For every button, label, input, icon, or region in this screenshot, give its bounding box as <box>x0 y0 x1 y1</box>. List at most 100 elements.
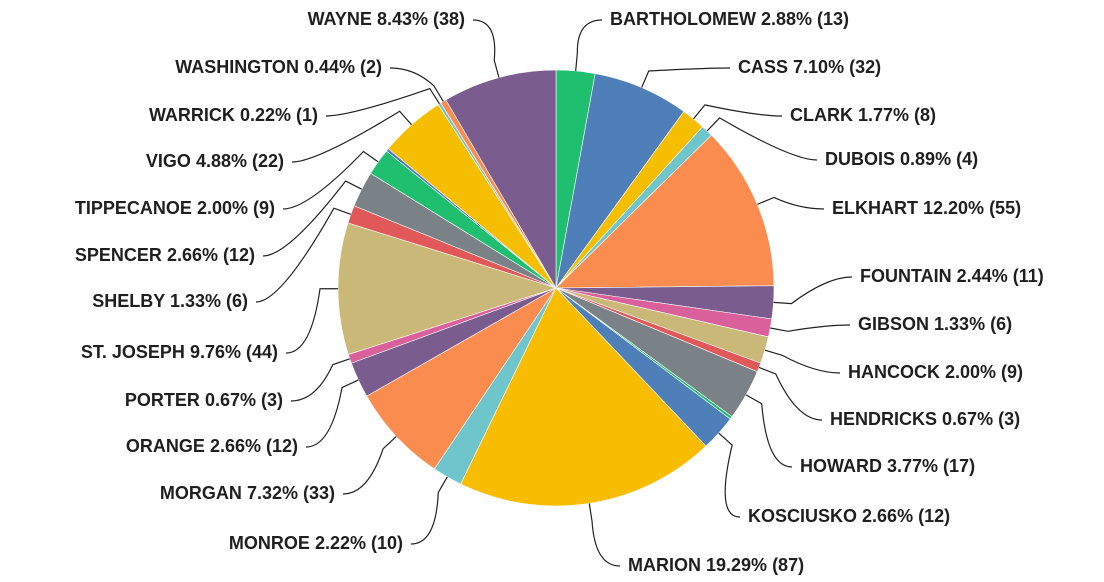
slice-value: 2.88% (13) <box>761 9 849 29</box>
slice-label: WAYNE 8.43% (38) <box>308 9 465 29</box>
slice-value: 7.10% (32) <box>793 57 881 77</box>
slice-name: MARION <box>628 555 701 575</box>
slice-label: HANCOCK 2.00% (9) <box>848 362 1023 382</box>
slice-label: MORGAN 7.32% (33) <box>160 483 335 503</box>
slice-value: 2.66% (12) <box>862 506 950 526</box>
slice-value: 1.77% (8) <box>858 105 936 125</box>
leader-line <box>641 67 731 88</box>
slice-name: CLARK <box>790 105 853 125</box>
leader-line <box>588 503 621 567</box>
leader-line <box>764 349 841 374</box>
slice-value: 1.33% (6) <box>934 314 1012 334</box>
leader-line <box>282 150 379 210</box>
slice-value: 3.77% (17) <box>887 456 975 476</box>
leader-line <box>770 324 851 332</box>
leader-line <box>262 180 362 257</box>
leader-line <box>745 394 793 468</box>
slice-name: WARRICK <box>149 105 235 125</box>
slice-value: 4.88% (22) <box>196 151 284 171</box>
slice-label: MONROE 2.22% (10) <box>229 533 403 553</box>
slice-name: KOSCIUSKO <box>748 506 857 526</box>
slice-label: CLARK 1.77% (8) <box>790 105 936 125</box>
slice-value: 0.67% (3) <box>205 390 283 410</box>
slice-value: 2.66% (12) <box>167 245 255 265</box>
leader-line <box>389 67 444 102</box>
slice-value: 2.66% (12) <box>210 436 298 456</box>
slice-value: 12.20% (55) <box>923 198 1021 218</box>
leader-line <box>410 476 448 545</box>
slice-name: ELKHART <box>832 198 918 218</box>
slice-name: CASS <box>738 57 788 77</box>
slice-label: ST. JOSEPH 9.76% (44) <box>81 342 278 362</box>
slice-name: HANCOCK <box>848 362 940 382</box>
leader-line <box>255 207 352 303</box>
leader-line <box>757 196 825 210</box>
leader-line <box>773 276 853 305</box>
leader-line <box>285 288 339 354</box>
slice-name: MORGAN <box>160 483 242 503</box>
slice-value: 1.33% (6) <box>170 291 248 311</box>
slice-value: 9.76% (44) <box>190 342 278 362</box>
leader-line <box>325 87 440 117</box>
pie-slice <box>460 287 707 507</box>
slice-value: 2.00% (9) <box>197 198 275 218</box>
slice-name: HENDRICKS <box>830 409 937 429</box>
slice-label: WARRICK 0.22% (1) <box>149 105 318 125</box>
slice-label: TIPPECANOE 2.00% (9) <box>75 198 275 218</box>
slice-value: 0.67% (3) <box>942 409 1020 429</box>
leader-line <box>342 435 397 495</box>
slice-name: FOUNTAIN <box>860 266 952 286</box>
slice-name: DUBOIS <box>825 149 895 169</box>
slice-value: 2.44% (11) <box>957 266 1044 286</box>
slice-name: HOWARD <box>800 456 882 476</box>
leader-line <box>472 19 500 78</box>
slice-label: FOUNTAIN 2.44% (11) <box>860 266 1044 286</box>
pie-slice <box>366 287 557 470</box>
slice-name: WASHINGTON <box>175 57 299 77</box>
slice-value: 2.22% (10) <box>315 533 403 553</box>
leader-line <box>706 117 818 161</box>
slices <box>337 69 775 507</box>
leader-line <box>290 358 351 402</box>
slice-label: ORANGE 2.66% (12) <box>126 436 298 456</box>
slice-name: VIGO <box>146 151 191 171</box>
slice-label: BARTHOLOMEW 2.88% (13) <box>610 9 849 29</box>
slice-label: DUBOIS 0.89% (4) <box>825 149 978 169</box>
slice-label: ELKHART 12.20% (55) <box>832 198 1021 218</box>
slice-value: 7.32% (33) <box>247 483 335 503</box>
slice-label: KOSCIUSKO 2.66% (12) <box>748 506 950 526</box>
slice-label: MARION 19.29% (87) <box>628 555 804 575</box>
slice-value: 8.43% (38) <box>377 9 465 29</box>
slice-name: MONROE <box>229 533 310 553</box>
pie-slice <box>337 222 557 355</box>
slice-value: 0.44% (2) <box>304 57 382 77</box>
slice-name: ST. JOSEPH <box>81 342 185 362</box>
slice-value: 19.29% (87) <box>706 555 804 575</box>
slice-name: ORANGE <box>126 436 205 456</box>
leader-line <box>693 104 783 120</box>
slice-name: SHELBY <box>92 291 165 311</box>
leader-line <box>758 366 823 421</box>
slice-name: WAYNE <box>308 9 372 29</box>
slice-label: HOWARD 3.77% (17) <box>800 456 975 476</box>
leader-line <box>291 110 413 163</box>
slice-name: SPENCER <box>75 245 162 265</box>
slice-name: BARTHOLOMEW <box>610 9 756 29</box>
leader-line <box>305 379 359 448</box>
slice-label: CASS 7.10% (32) <box>738 57 881 77</box>
leader-line <box>575 19 603 71</box>
slice-name: GIBSON <box>858 314 929 334</box>
slice-label: PORTER 0.67% (3) <box>125 390 283 410</box>
slice-label: SPENCER 2.66% (12) <box>75 245 255 265</box>
slice-label: VIGO 4.88% (22) <box>146 151 284 171</box>
pie-slice <box>555 134 775 289</box>
slice-value: 0.89% (4) <box>900 149 978 169</box>
leader-line <box>718 432 741 518</box>
slice-label: HENDRICKS 0.67% (3) <box>830 409 1020 429</box>
slice-name: PORTER <box>125 390 200 410</box>
slice-value: 0.22% (1) <box>240 105 318 125</box>
slice-name: TIPPECANOE <box>75 198 192 218</box>
slice-value: 2.00% (9) <box>945 362 1023 382</box>
leaders <box>255 19 853 567</box>
